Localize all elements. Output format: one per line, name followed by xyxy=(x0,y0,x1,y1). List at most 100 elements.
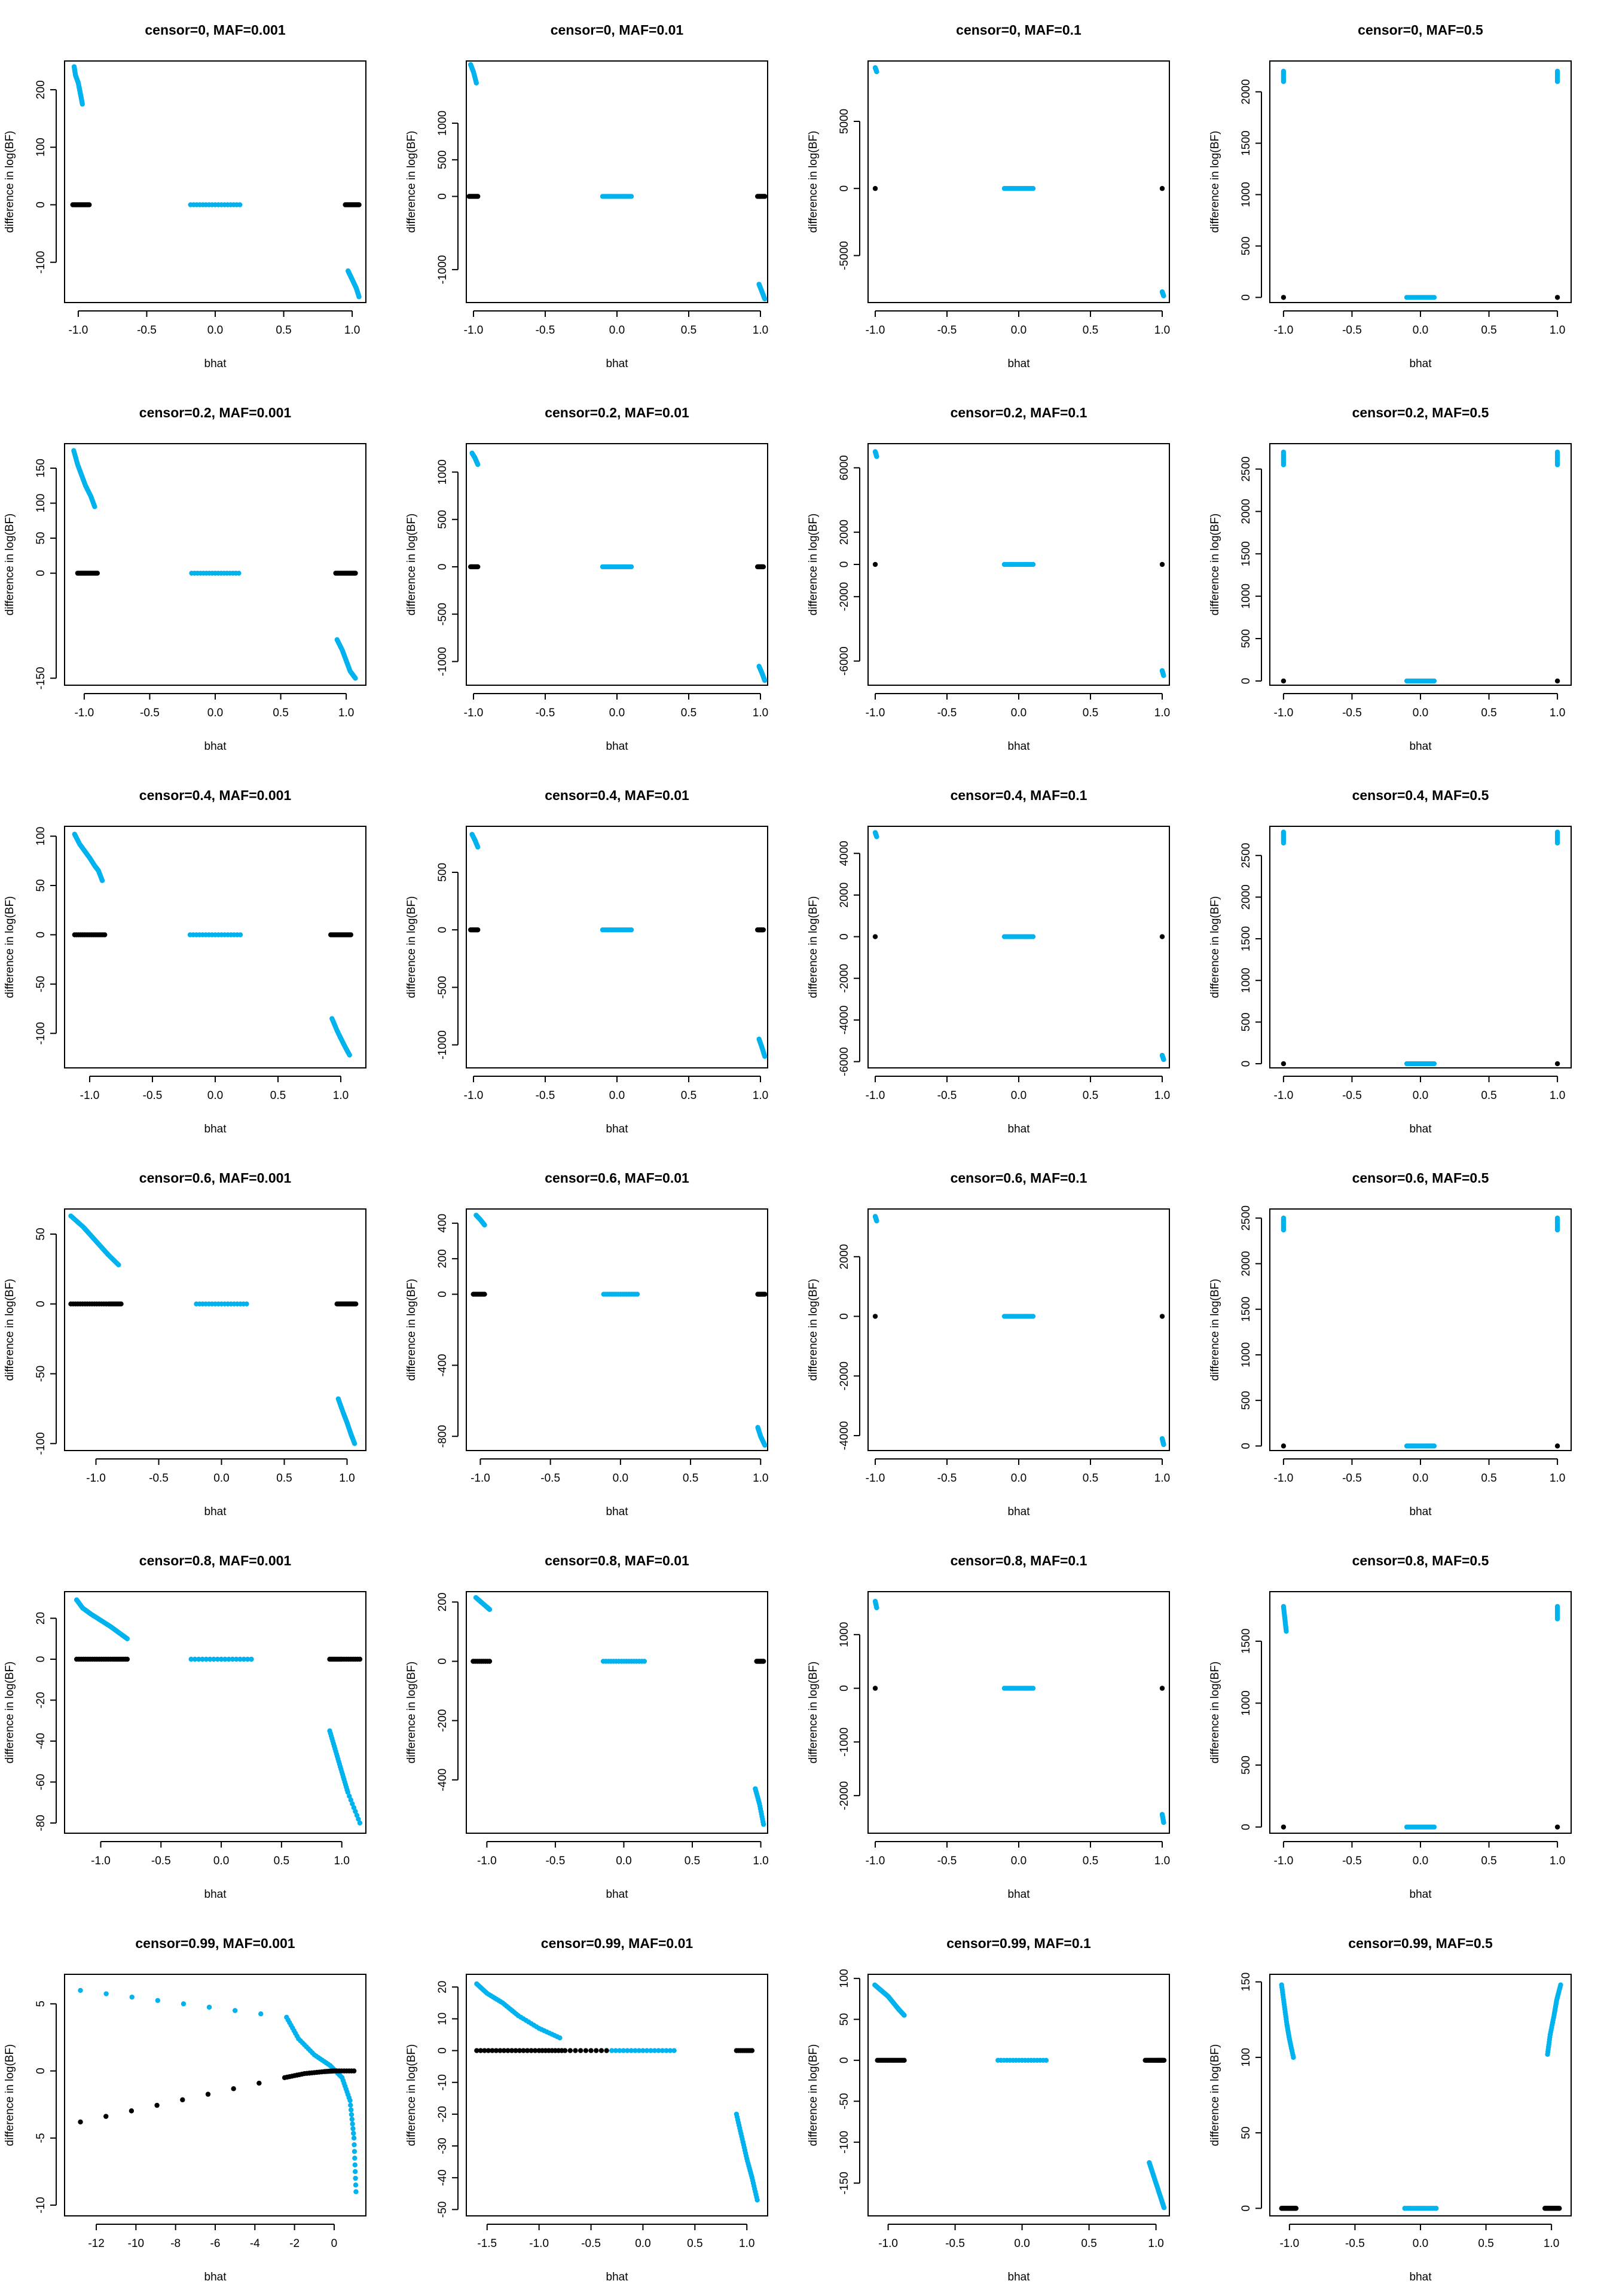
y-tick-label: -500 xyxy=(436,603,449,625)
y-tick-label: -10 xyxy=(35,2197,47,2213)
y-tick-label: 0 xyxy=(35,1301,47,1308)
x-tick-label: -0.5 xyxy=(137,324,157,337)
scatter-points xyxy=(872,65,1166,298)
data-point-cyan xyxy=(347,1793,352,1799)
scatter-points xyxy=(468,832,768,1059)
x-tick-label: -1.0 xyxy=(1274,324,1294,337)
data-point-black xyxy=(1281,295,1287,300)
y-tick-label: 1000 xyxy=(838,1622,851,1647)
x-tick-label: -0.5 xyxy=(536,1089,555,1102)
panel-23: censor=0.99, MAF=0.5 -1.0 -0.5 0.0 0.5 1.0 0 50… xyxy=(1209,1935,1572,2283)
data-point-black xyxy=(487,1659,493,1664)
y-tick-label: -150 xyxy=(838,2172,851,2194)
panel-22: censor=0.99, MAF=0.1 -1.0 -0.5 0.0 0.5 1.0 -15… xyxy=(807,1935,1170,2283)
data-point-cyan xyxy=(124,1636,130,1641)
data-point-cyan xyxy=(617,2048,622,2053)
x-tick-label: 1.0 xyxy=(1550,1855,1565,1867)
y-axis-label: difference in log(BF) xyxy=(1209,514,1221,616)
data-point-cyan xyxy=(621,2048,627,2053)
plot-box xyxy=(867,60,1170,303)
y-tick-label: 5 xyxy=(35,2001,47,2007)
data-point-cyan xyxy=(351,1805,357,1810)
x-tick-label: 0.0 xyxy=(207,707,223,719)
data-point-cyan xyxy=(475,844,481,850)
x-tick-label: -0.5 xyxy=(151,1855,171,1867)
y-axis-label: difference in log(BF) xyxy=(807,1662,820,1764)
x-tick-label: -1.0 xyxy=(471,1472,490,1485)
data-point-black xyxy=(475,194,481,199)
y-tick-label: -6000 xyxy=(838,646,851,676)
x-tick-label: 1.0 xyxy=(1154,707,1170,719)
data-point-cyan xyxy=(222,1656,228,1662)
y-tick-label: 0 xyxy=(436,193,449,200)
x-tick-label: -1.0 xyxy=(1274,1855,1294,1867)
x-tick-label: 0.5 xyxy=(1083,324,1098,337)
x-tick-label: 0.0 xyxy=(1413,707,1428,719)
data-point-cyan xyxy=(754,2197,760,2203)
data-point-black xyxy=(902,2057,907,2063)
data-point-cyan xyxy=(1161,673,1166,679)
x-tick-label: 1.0 xyxy=(1154,1089,1170,1102)
y-tick-label: 20 xyxy=(436,1981,449,1993)
data-point-black xyxy=(356,202,362,207)
y-tick-label: -20 xyxy=(436,2106,449,2122)
x-axis-label: bhat xyxy=(1008,358,1031,370)
data-point-cyan xyxy=(656,2048,661,2053)
data-point-black xyxy=(588,2048,594,2053)
y-tick-label: 5000 xyxy=(838,109,851,134)
data-point-cyan xyxy=(628,927,634,933)
y-axis-label: difference in log(BF) xyxy=(405,896,418,999)
data-point-cyan xyxy=(1431,1443,1437,1449)
data-point-cyan xyxy=(1161,1442,1166,1448)
data-point-cyan xyxy=(1281,79,1287,84)
y-axis-label: difference in log(BF) xyxy=(807,2044,820,2147)
data-point-cyan xyxy=(1281,840,1287,846)
data-point-cyan xyxy=(200,1656,205,1662)
y-tick-label: 200 xyxy=(436,1249,449,1268)
x-tick-label: 0.0 xyxy=(1413,1089,1428,1102)
panel-18: censor=0.8, MAF=0.1 -1.0 -0.5 0.0 0.5 1.0 -200… xyxy=(807,1553,1170,1901)
x-tick-label: 0.0 xyxy=(609,707,625,719)
x-tick-label: 1.0 xyxy=(1550,1472,1565,1485)
x-tick-label: -1.5 xyxy=(477,2237,497,2250)
y-tick-label: -2000 xyxy=(838,1781,851,1810)
data-point-black xyxy=(578,2048,583,2053)
y-tick-label: 500 xyxy=(1240,629,1252,648)
y-tick-label: 0 xyxy=(1240,678,1252,685)
x-tick-label: 0.5 xyxy=(685,1855,700,1867)
y-tick-label: 0 xyxy=(1240,294,1252,301)
data-point-black xyxy=(1159,1314,1165,1319)
data-point-black xyxy=(256,2080,262,2086)
x-tick-label: 0.5 xyxy=(1481,1472,1496,1485)
x-tick-label: 0.5 xyxy=(1083,1472,1098,1485)
y-tick-label: 1500 xyxy=(1240,1297,1252,1322)
x-tick-label: 0.5 xyxy=(681,324,696,337)
data-point-cyan xyxy=(1030,561,1036,567)
data-point-cyan xyxy=(192,1656,198,1662)
data-point-black xyxy=(154,2102,160,2108)
x-tick-label: -0.5 xyxy=(540,1472,560,1485)
y-tick-label: 1500 xyxy=(1240,926,1252,951)
y-tick-label: -50 xyxy=(35,976,47,992)
y-tick-label: 400 xyxy=(436,1214,449,1233)
x-axis-label: bhat xyxy=(606,1888,629,1901)
data-point-cyan xyxy=(349,2117,355,2122)
y-tick-label: 0 xyxy=(838,561,851,568)
y-tick-label: 1500 xyxy=(1240,130,1252,155)
y-tick-label: 1000 xyxy=(1240,1690,1252,1715)
panel-title: censor=0.6, MAF=0.1 xyxy=(951,1170,1087,1186)
data-point-cyan xyxy=(348,2102,353,2108)
data-point-black xyxy=(475,564,481,570)
panel-title: censor=0.8, MAF=0.001 xyxy=(139,1553,292,1568)
panel-title: censor=0.2, MAF=0.1 xyxy=(951,405,1087,420)
data-point-cyan xyxy=(762,1054,768,1059)
y-tick-label: -6000 xyxy=(838,1047,851,1076)
data-point-cyan xyxy=(1030,1686,1036,1691)
data-point-cyan xyxy=(667,2048,673,2053)
data-point-cyan xyxy=(1431,1824,1437,1830)
data-point-black xyxy=(872,1686,878,1691)
panel-title: censor=0, MAF=0.01 xyxy=(551,22,684,38)
y-axis-label: difference in log(BF) xyxy=(1209,2044,1221,2147)
y-tick-label: -4000 xyxy=(838,1421,851,1451)
data-point-cyan xyxy=(203,1656,209,1662)
